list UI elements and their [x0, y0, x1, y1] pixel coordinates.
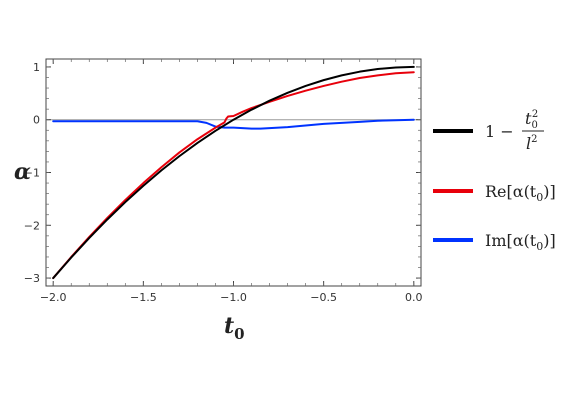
legend-label-exact-denominator: l2 [526, 134, 538, 153]
x-tick-label: −1.0 [220, 291, 247, 304]
y-axis-ticks: 1 0 −1 −2 −3 [24, 61, 421, 285]
y-axis-label: α [14, 159, 31, 185]
x-tick-label: −0.5 [310, 291, 337, 304]
plot-frame [45, 58, 422, 287]
y-tick-label: 0 [33, 114, 40, 127]
legend: 1 − t02 l2 Re[α(t0)] Im[α(t0)] [433, 109, 556, 253]
y-tick-label: 1 [33, 61, 40, 74]
legend-label-exact-numerator: t02 [525, 109, 538, 131]
x-axis-ticks: −2.0 −1.5 −1.0 −0.5 0.0 [40, 59, 423, 304]
x-axis-label-sub: 0 [234, 325, 244, 343]
x-tick-label: −2.0 [40, 291, 67, 304]
legend-label-re: Re[α(t0)] [485, 182, 556, 204]
series-line-exact [52, 65, 415, 280]
y-tick-label: −3 [24, 272, 40, 285]
y-tick-label: −1 [24, 167, 40, 180]
series-lines [52, 65, 415, 280]
series-line-re [52, 71, 415, 280]
x-axis-label: t0 [224, 313, 245, 343]
x-tick-label: −1.5 [130, 291, 157, 304]
x-axis-label-main: t [224, 313, 234, 339]
x-tick-label: 0.0 [405, 291, 423, 304]
legend-label-exact-prefix: 1 − [485, 122, 514, 141]
legend-label-im: Im[α(t0)] [485, 231, 556, 253]
series-line-im [52, 118, 415, 130]
y-tick-label: −2 [24, 219, 40, 232]
